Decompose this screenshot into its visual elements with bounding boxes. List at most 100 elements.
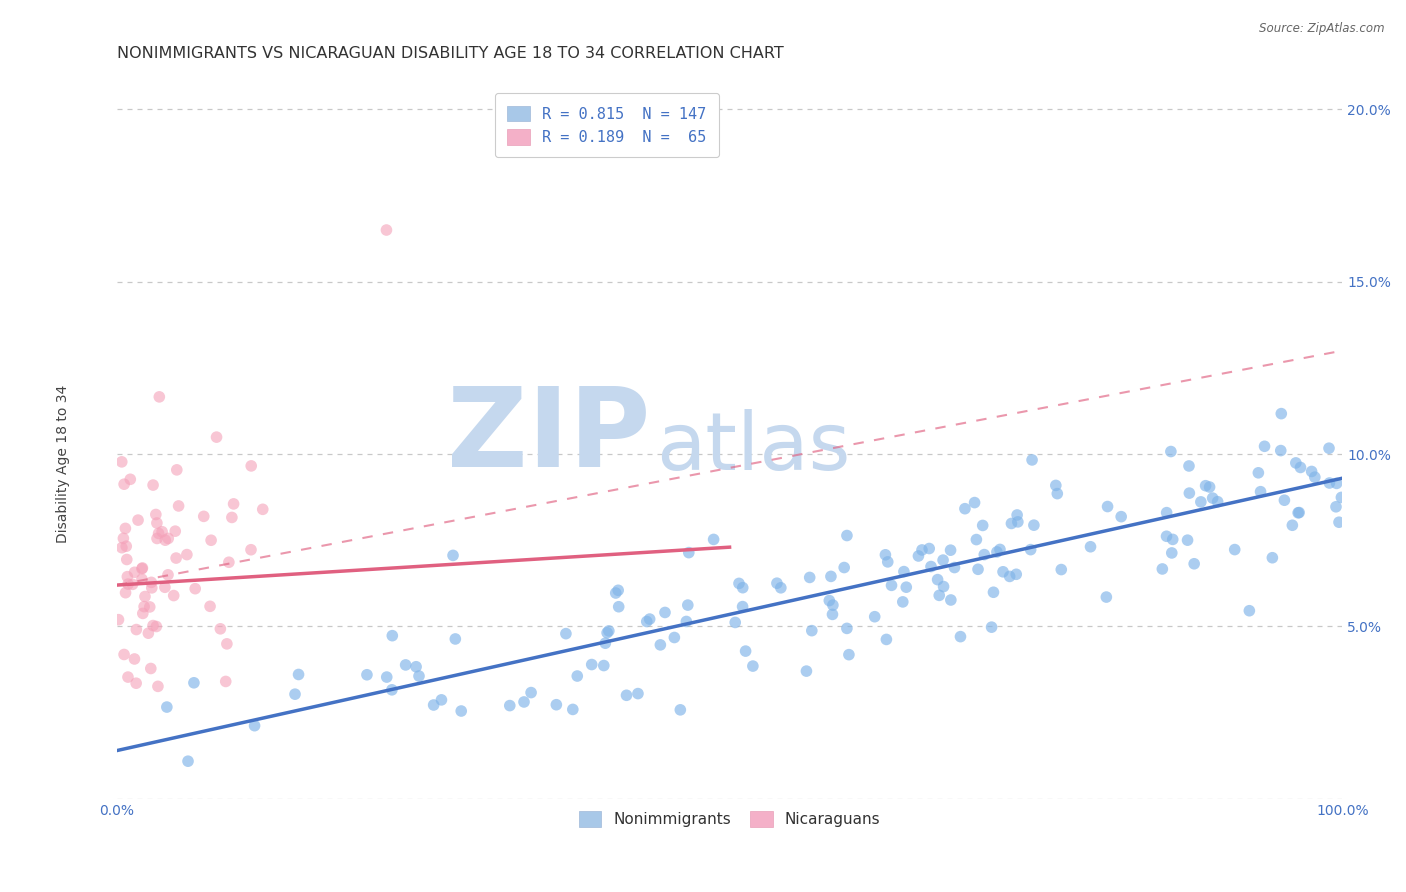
Point <box>139 599 162 614</box>
Point <box>911 543 934 558</box>
Point <box>1223 542 1246 557</box>
Point <box>125 623 148 637</box>
Point <box>381 682 404 697</box>
Point <box>240 542 263 557</box>
Point <box>205 430 228 444</box>
Point <box>381 629 404 643</box>
Point <box>184 582 207 596</box>
Point <box>112 648 135 662</box>
Point <box>356 667 378 681</box>
Point <box>111 541 134 555</box>
Point <box>1194 479 1216 493</box>
Point <box>581 657 603 672</box>
Point <box>209 622 232 636</box>
Point <box>520 685 543 699</box>
Point <box>1327 515 1350 529</box>
Point <box>821 598 844 612</box>
Point <box>654 606 676 620</box>
Point <box>638 612 661 626</box>
Point <box>678 546 700 560</box>
Point <box>1274 493 1296 508</box>
Point <box>616 688 638 702</box>
Point <box>156 567 179 582</box>
Point <box>1021 453 1043 467</box>
Point <box>592 658 614 673</box>
Point <box>893 565 915 579</box>
Point <box>166 463 188 477</box>
Point <box>927 573 949 587</box>
Point <box>1250 484 1272 499</box>
Point <box>669 703 692 717</box>
Point <box>863 609 886 624</box>
Point <box>546 698 568 712</box>
Point <box>799 570 821 584</box>
Point <box>1177 533 1199 548</box>
Point <box>932 553 955 567</box>
Point <box>561 702 583 716</box>
Point <box>146 679 169 693</box>
Point <box>1045 478 1067 492</box>
Point <box>408 669 430 683</box>
Point <box>218 555 240 569</box>
Point <box>991 565 1014 579</box>
Point <box>973 548 995 562</box>
Point <box>375 670 398 684</box>
Point <box>422 698 444 712</box>
Point <box>165 551 187 566</box>
Point <box>499 698 522 713</box>
Point <box>124 652 146 666</box>
Point <box>167 499 190 513</box>
Point <box>430 693 453 707</box>
Legend: Nonimmigrants, Nicaraguans: Nonimmigrants, Nicaraguans <box>571 804 889 835</box>
Point <box>1270 407 1292 421</box>
Point <box>967 562 990 576</box>
Text: atlas: atlas <box>657 409 851 487</box>
Point <box>555 626 578 640</box>
Point <box>132 607 155 621</box>
Text: ZIP: ZIP <box>447 384 650 491</box>
Text: Source: ZipAtlas.com: Source: ZipAtlas.com <box>1260 22 1385 36</box>
Point <box>156 700 179 714</box>
Point <box>163 589 186 603</box>
Point <box>1285 456 1308 470</box>
Point <box>1281 518 1303 533</box>
Point <box>607 599 630 614</box>
Point <box>405 659 427 673</box>
Text: NONIMMIGRANTS VS NICARAGUAN DISABILITY AGE 18 TO 34 CORRELATION CHART: NONIMMIGRANTS VS NICARAGUAN DISABILITY A… <box>117 46 783 62</box>
Point <box>598 624 620 638</box>
Point <box>215 674 238 689</box>
Point <box>1022 518 1045 533</box>
Point <box>1019 542 1042 557</box>
Point <box>243 719 266 733</box>
Point <box>596 625 619 640</box>
Point <box>896 580 918 594</box>
Point <box>1198 480 1220 494</box>
Point <box>1156 506 1178 520</box>
Point <box>183 675 205 690</box>
Point <box>127 513 149 527</box>
Point <box>153 580 176 594</box>
Point <box>607 583 630 598</box>
Point <box>145 508 167 522</box>
Point <box>983 585 1005 599</box>
Point <box>1326 476 1348 491</box>
Point <box>731 581 754 595</box>
Point <box>1239 604 1261 618</box>
Point <box>177 754 200 768</box>
Point <box>157 532 180 546</box>
Point <box>796 664 818 678</box>
Point <box>567 669 589 683</box>
Point <box>1178 458 1201 473</box>
Point <box>120 472 142 486</box>
Point <box>1160 546 1182 560</box>
Point <box>980 620 1002 634</box>
Point <box>963 495 986 509</box>
Point <box>513 695 536 709</box>
Point <box>1319 475 1341 490</box>
Point <box>734 644 756 658</box>
Point <box>222 497 245 511</box>
Point <box>148 526 170 541</box>
Point <box>943 560 966 574</box>
Point <box>395 657 418 672</box>
Point <box>145 619 167 633</box>
